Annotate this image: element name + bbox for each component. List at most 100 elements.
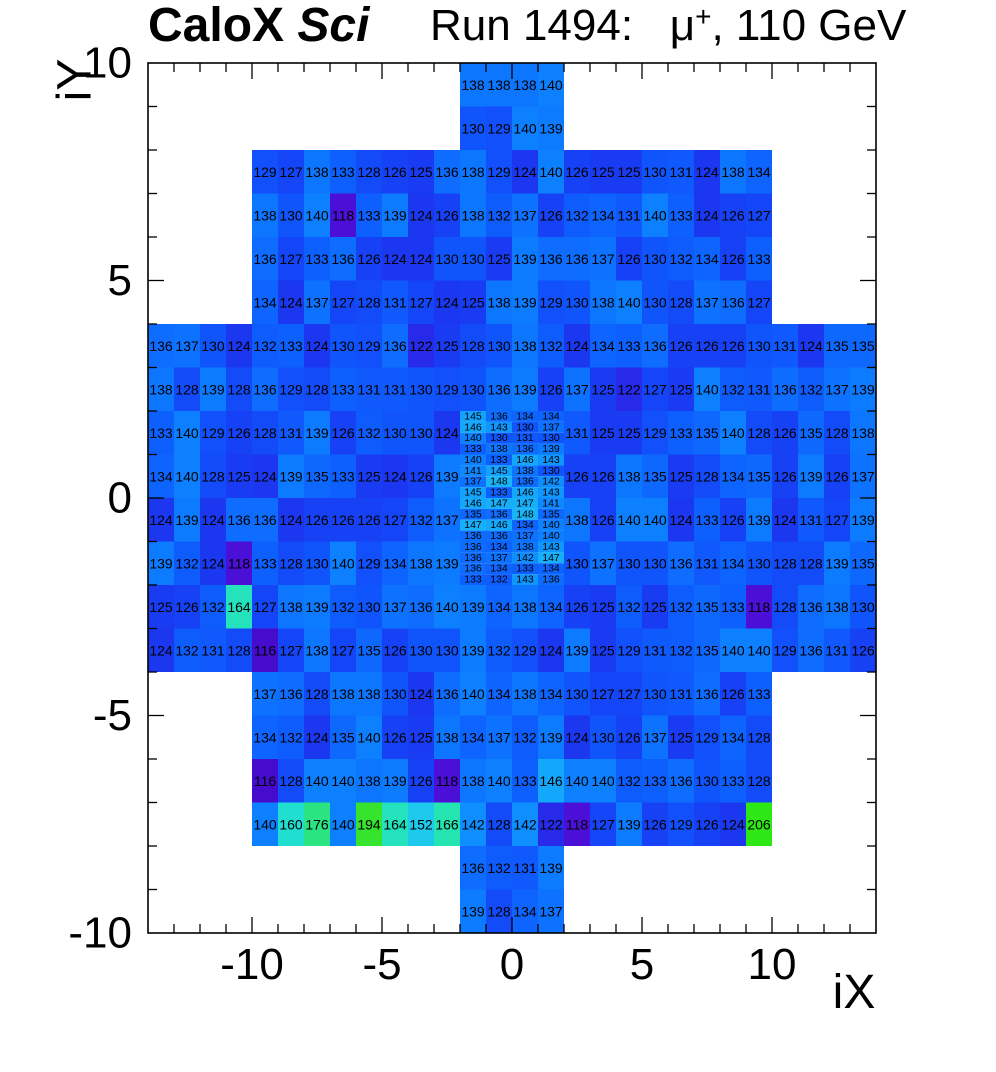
svg-text:138: 138 — [591, 294, 615, 310]
svg-text:138: 138 — [617, 468, 641, 484]
svg-text:124: 124 — [149, 642, 173, 658]
svg-text:130: 130 — [461, 381, 485, 397]
svg-text:138: 138 — [487, 77, 511, 93]
svg-text:125: 125 — [669, 381, 693, 397]
svg-text:166: 166 — [435, 816, 459, 832]
svg-text:133: 133 — [643, 773, 667, 789]
svg-text:164: 164 — [383, 816, 407, 832]
svg-text:129: 129 — [201, 425, 225, 441]
svg-text:126: 126 — [591, 512, 615, 528]
svg-text:133: 133 — [747, 686, 771, 702]
svg-text:127: 127 — [383, 512, 407, 528]
svg-text:176: 176 — [305, 816, 329, 832]
svg-text:136: 136 — [799, 599, 823, 615]
svg-text:132: 132 — [617, 599, 641, 615]
svg-text:130: 130 — [643, 686, 667, 702]
svg-text:133: 133 — [747, 251, 771, 267]
svg-text:132: 132 — [201, 599, 225, 615]
svg-text:130: 130 — [487, 338, 511, 354]
svg-text:131: 131 — [513, 860, 537, 876]
svg-text:138: 138 — [331, 686, 355, 702]
svg-text:129: 129 — [357, 555, 381, 571]
svg-text:126: 126 — [227, 425, 251, 441]
svg-text:139: 139 — [383, 773, 407, 789]
svg-text:135: 135 — [643, 468, 667, 484]
svg-text:130: 130 — [591, 729, 615, 745]
svg-text:138: 138 — [305, 642, 329, 658]
svg-text:131: 131 — [669, 164, 693, 180]
svg-text:132: 132 — [253, 338, 277, 354]
svg-text:126: 126 — [383, 164, 407, 180]
svg-text:124: 124 — [383, 251, 407, 267]
svg-text:138: 138 — [461, 207, 485, 223]
svg-text:139: 139 — [799, 468, 823, 484]
svg-text:131: 131 — [643, 642, 667, 658]
svg-text:132: 132 — [565, 207, 589, 223]
svg-text:126: 126 — [331, 425, 355, 441]
svg-text:136: 136 — [487, 381, 511, 397]
svg-text:130: 130 — [201, 338, 225, 354]
svg-text:122: 122 — [539, 816, 563, 832]
svg-text:131: 131 — [825, 642, 849, 658]
svg-text:130: 130 — [461, 120, 485, 136]
svg-text:125: 125 — [487, 251, 511, 267]
svg-text:133: 133 — [464, 574, 482, 586]
svg-text:128: 128 — [461, 338, 485, 354]
svg-text:140: 140 — [357, 729, 381, 745]
svg-text:137: 137 — [513, 207, 537, 223]
svg-text:125: 125 — [435, 338, 459, 354]
svg-text:137: 137 — [305, 294, 329, 310]
svg-text:124: 124 — [279, 512, 303, 528]
svg-text:124: 124 — [565, 729, 589, 745]
svg-text:136: 136 — [435, 164, 459, 180]
svg-text:134: 134 — [539, 599, 563, 615]
svg-text:132: 132 — [175, 642, 199, 658]
svg-text:136: 136 — [539, 251, 563, 267]
svg-text:130: 130 — [383, 686, 407, 702]
svg-text:126: 126 — [331, 512, 355, 528]
svg-text:134: 134 — [487, 599, 511, 615]
svg-text:126: 126 — [565, 599, 589, 615]
svg-text:129: 129 — [695, 729, 719, 745]
svg-text:137: 137 — [565, 381, 589, 397]
svg-text:142: 142 — [461, 816, 485, 832]
svg-text:133: 133 — [357, 207, 381, 223]
svg-text:-5: -5 — [93, 691, 132, 740]
svg-text:132: 132 — [513, 729, 537, 745]
svg-text:126: 126 — [175, 599, 199, 615]
svg-text:132: 132 — [279, 729, 303, 745]
svg-text:138: 138 — [851, 425, 875, 441]
svg-text:139: 139 — [747, 512, 771, 528]
svg-text:126: 126 — [773, 468, 797, 484]
svg-text:138: 138 — [461, 164, 485, 180]
svg-text:138: 138 — [279, 599, 303, 615]
svg-text:130: 130 — [617, 555, 641, 571]
svg-text:130: 130 — [565, 686, 589, 702]
svg-text:124: 124 — [409, 686, 433, 702]
svg-text:128: 128 — [357, 294, 381, 310]
svg-text:130: 130 — [409, 642, 433, 658]
svg-text:0: 0 — [108, 474, 132, 523]
svg-text:139: 139 — [851, 381, 875, 397]
svg-text:116: 116 — [254, 642, 277, 658]
svg-text:140: 140 — [487, 773, 511, 789]
svg-text:143: 143 — [516, 574, 534, 586]
svg-text:129: 129 — [357, 338, 381, 354]
svg-text:118: 118 — [566, 816, 589, 832]
svg-text:133: 133 — [149, 425, 173, 441]
svg-text:128: 128 — [279, 773, 303, 789]
svg-text:124: 124 — [773, 512, 797, 528]
svg-text:126: 126 — [305, 512, 329, 528]
svg-text:129: 129 — [539, 294, 563, 310]
svg-text:152: 152 — [409, 816, 433, 832]
svg-text:135: 135 — [357, 642, 381, 658]
svg-text:10: 10 — [83, 39, 132, 88]
svg-text:139: 139 — [175, 512, 199, 528]
svg-text:129: 129 — [487, 120, 511, 136]
svg-text:135: 135 — [305, 468, 329, 484]
svg-text:126: 126 — [721, 512, 745, 528]
svg-text:131: 131 — [201, 642, 225, 658]
svg-text:140: 140 — [539, 77, 563, 93]
svg-text:136: 136 — [409, 599, 433, 615]
svg-text:130: 130 — [409, 425, 433, 441]
